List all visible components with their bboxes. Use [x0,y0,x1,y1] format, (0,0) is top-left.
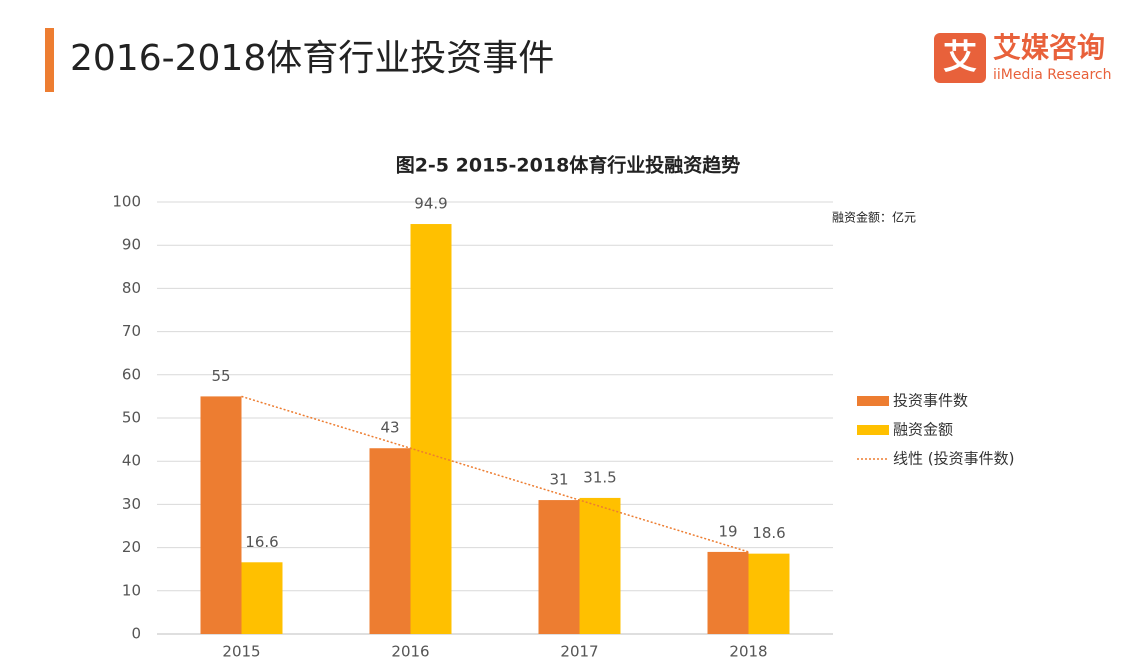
logo-icon: 艾 [943,38,977,78]
y-tick-label: 70 [122,322,141,340]
data-label: 31.5 [583,468,616,486]
bar [410,224,452,635]
y-tick-label: 0 [131,625,141,643]
legend-label: 投资事件数 [893,392,968,410]
y-tick-label: 100 [112,193,141,211]
bar [200,396,242,634]
x-tick-label: 2015 [222,643,260,661]
bar [241,562,283,634]
data-label: 18.6 [752,524,785,542]
x-tick-label: 2016 [391,643,429,661]
y-tick-label: 80 [122,279,141,297]
legend-label: 线性 (投资事件数) [893,450,1014,468]
legend-swatch [857,425,889,435]
y-tick-label: 30 [122,495,141,513]
page-title: 2016-2018体育行业投资事件 [70,38,554,79]
logo-box [934,33,986,83]
unit-note: 融资金额：亿元 [832,210,916,225]
bar [579,497,621,634]
logo-name: 艾媒咨询 [993,31,1105,64]
y-tick-label: 90 [122,236,141,254]
x-tick-label: 2018 [729,643,767,661]
y-tick-label: 10 [122,581,141,599]
x-tick-label: 2017 [560,643,598,661]
y-tick-label: 60 [122,365,141,383]
title-accent [45,28,54,92]
y-tick-label: 40 [122,452,141,470]
y-tick-label: 50 [122,409,141,427]
data-label: 55 [211,367,230,385]
y-tick-label: 20 [122,538,141,556]
bar [707,551,749,634]
data-label: 19 [718,522,737,540]
bar [369,448,411,634]
data-label: 16.6 [245,533,278,551]
data-label: 31 [549,471,568,489]
data-label: 94.9 [414,195,447,213]
data-label: 43 [380,419,399,437]
chart-title: 图2-5 2015-2018体育行业投融资趋势 [396,154,741,177]
bar [538,500,580,634]
bar [748,553,790,634]
legend-swatch [857,396,889,406]
legend-label: 融资金额 [893,421,953,439]
logo-subtitle: iiMedia Research [993,67,1112,83]
trendline [241,395,749,553]
